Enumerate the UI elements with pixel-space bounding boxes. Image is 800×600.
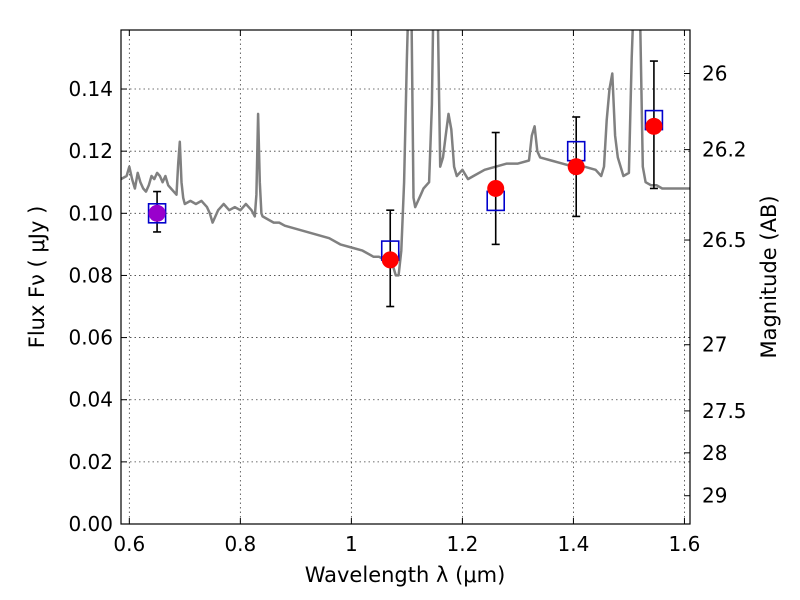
y-tick-label: 0.06 — [68, 326, 113, 350]
observed-flux-layer — [148, 117, 663, 269]
y-tick-label: 0.10 — [68, 201, 113, 225]
x-axis: 0.6 0.8 1 1.2 1.4 1.6 — [113, 30, 700, 556]
spectrum-line — [121, 30, 690, 277]
right-tick-label: 26.2 — [702, 138, 747, 162]
right-tick-label: 28 — [702, 441, 727, 465]
x-tick-label: 0.6 — [113, 532, 145, 556]
x-tick-label: 1.6 — [669, 532, 701, 556]
x-tick-label: 1.2 — [446, 532, 478, 556]
observed-flux-point — [567, 158, 585, 176]
y-tick-label: 0.08 — [68, 263, 113, 287]
y-axis-left: 0.00 0.02 0.04 0.06 0.08 0.10 0.12 0.14 — [68, 77, 127, 536]
x-axis-label: Wavelength λ (μm) — [305, 563, 506, 587]
x-tick-label: 1.4 — [558, 532, 590, 556]
y-axis-right-label: Magnitude (AB) — [757, 195, 781, 358]
y-tick-label: 0.02 — [68, 450, 113, 474]
observed-flux-point — [487, 179, 505, 197]
observed-flux-point — [645, 117, 663, 135]
spectrum-layer — [121, 30, 690, 277]
right-tick-label: 26 — [702, 61, 727, 85]
right-tick-label: 26.5 — [702, 228, 747, 252]
observed-flux-point — [381, 251, 399, 269]
x-tick-label: 1 — [345, 532, 358, 556]
right-tick-label: 29 — [702, 484, 727, 508]
plot-frame — [120, 29, 691, 525]
y-tick-label: 0.14 — [68, 77, 113, 101]
x-tick-label: 0.8 — [224, 532, 256, 556]
observed-flux-point — [148, 204, 166, 222]
y-axis-right: 26 26.2 26.5 27 27.5 28 29 — [684, 61, 747, 508]
right-tick-label: 27.5 — [702, 399, 747, 423]
y-axis-label: Flux Fν ( μJy ) — [25, 206, 49, 349]
right-tick-label: 27 — [702, 333, 727, 357]
y-tick-label: 0.12 — [68, 139, 113, 163]
y-tick-label: 0.04 — [68, 388, 113, 412]
y-tick-label: 0.00 — [68, 512, 113, 536]
